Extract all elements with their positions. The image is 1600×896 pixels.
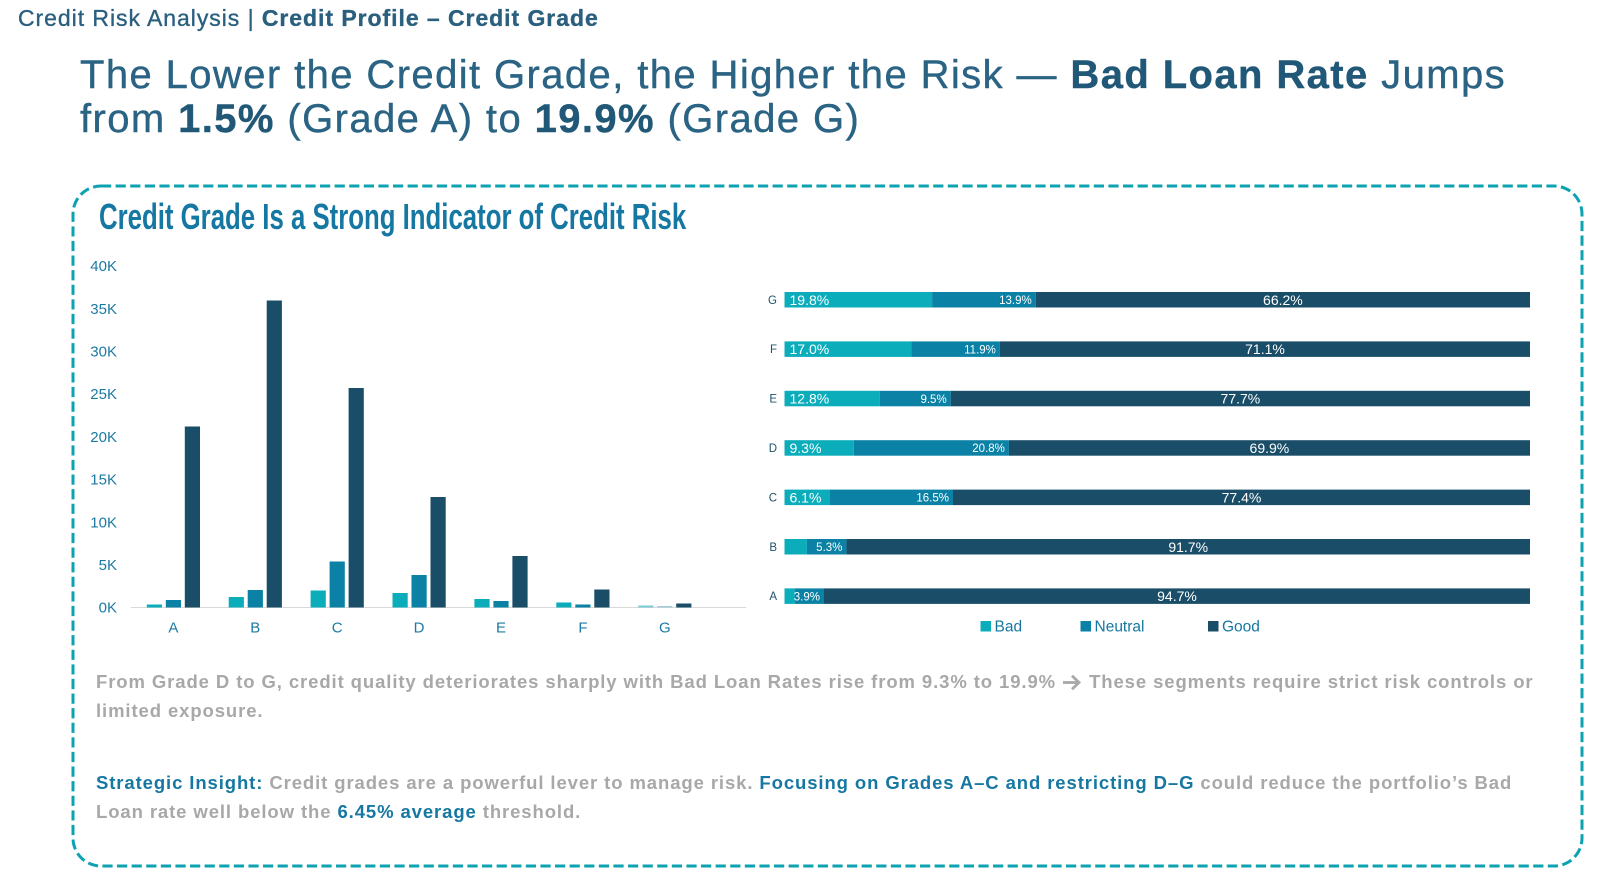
svg-text:D: D — [769, 443, 777, 455]
svg-text:19.8%: 19.8% — [790, 292, 830, 308]
svg-text:77.7%: 77.7% — [1221, 391, 1261, 407]
svg-text:A: A — [168, 620, 178, 637]
svg-text:35K: 35K — [90, 301, 117, 318]
svg-text:C: C — [769, 492, 777, 504]
svg-text:20.8%: 20.8% — [972, 443, 1005, 455]
svg-text:F: F — [770, 344, 777, 356]
svg-text:12.8%: 12.8% — [790, 391, 830, 407]
svg-text:D: D — [414, 620, 425, 637]
svg-text:C: C — [332, 620, 343, 637]
svg-text:25K: 25K — [90, 386, 117, 403]
svg-text:0K: 0K — [99, 600, 117, 617]
svg-text:G: G — [768, 295, 777, 307]
svg-text:9.3%: 9.3% — [790, 440, 822, 456]
svg-text:3.9%: 3.9% — [794, 591, 820, 603]
svg-text:Bad: Bad — [995, 619, 1023, 636]
svg-text:10K: 10K — [90, 514, 117, 531]
svg-text:15K: 15K — [90, 472, 117, 489]
svg-text:16.5%: 16.5% — [916, 493, 949, 505]
svg-text:77.4%: 77.4% — [1222, 489, 1262, 505]
svg-text:13.9%: 13.9% — [999, 295, 1032, 307]
svg-text:G: G — [659, 620, 671, 637]
svg-text:94.7%: 94.7% — [1157, 588, 1197, 604]
svg-text:20K: 20K — [90, 429, 117, 446]
svg-text:F: F — [578, 620, 587, 637]
svg-text:66.2%: 66.2% — [1263, 292, 1303, 308]
svg-text:69.9%: 69.9% — [1250, 440, 1290, 456]
svg-text:Neutral: Neutral — [1095, 619, 1145, 636]
svg-text:B: B — [769, 542, 777, 554]
svg-text:A: A — [769, 591, 777, 603]
svg-text:5.3%: 5.3% — [816, 542, 842, 554]
svg-text:91.7%: 91.7% — [1168, 539, 1208, 555]
svg-text:E: E — [769, 394, 777, 406]
svg-text:30K: 30K — [90, 344, 117, 361]
svg-text:Good: Good — [1222, 619, 1260, 636]
svg-text:B: B — [250, 620, 260, 637]
svg-text:17.0%: 17.0% — [790, 341, 830, 357]
svg-text:11.9%: 11.9% — [964, 344, 996, 356]
svg-text:6.1%: 6.1% — [790, 489, 822, 505]
svg-text:9.5%: 9.5% — [920, 394, 946, 406]
svg-text:5K: 5K — [99, 557, 117, 574]
svg-text:71.1%: 71.1% — [1245, 341, 1285, 357]
svg-text:40K: 40K — [90, 258, 117, 275]
svg-text:E: E — [496, 620, 506, 637]
